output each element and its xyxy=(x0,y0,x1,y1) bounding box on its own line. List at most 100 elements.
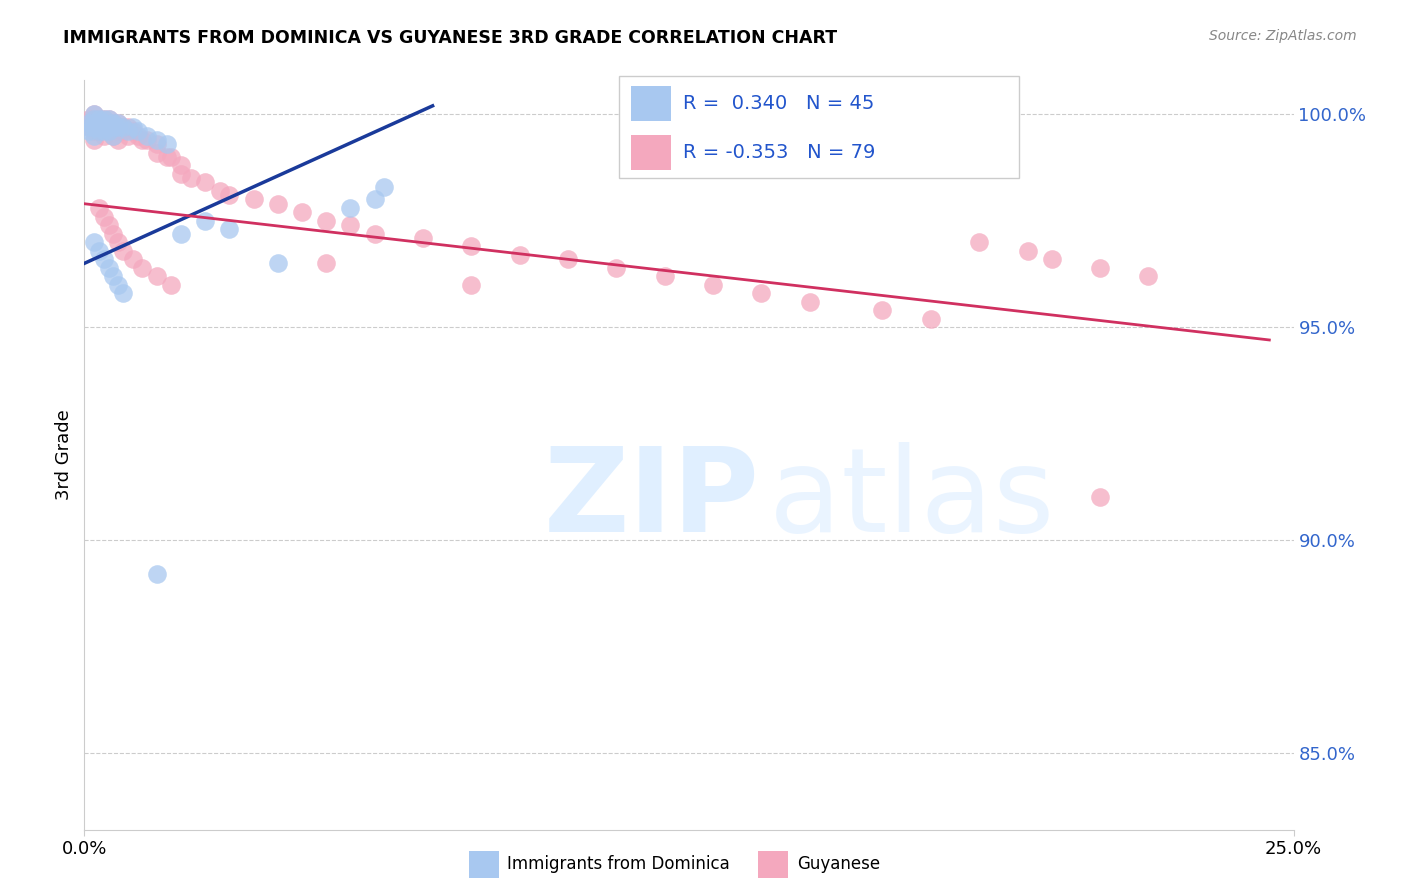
Text: atlas: atlas xyxy=(544,442,1054,558)
Point xyxy=(83,133,105,147)
Point xyxy=(363,193,385,207)
Point xyxy=(460,239,482,253)
FancyBboxPatch shape xyxy=(470,851,499,878)
Point xyxy=(83,124,105,138)
Point xyxy=(112,124,135,138)
Point xyxy=(146,137,169,152)
Point xyxy=(77,116,100,130)
Point xyxy=(315,256,337,270)
Point xyxy=(103,120,125,134)
Point xyxy=(93,116,115,130)
Point xyxy=(373,179,395,194)
Point xyxy=(83,235,105,249)
Point xyxy=(967,235,990,249)
Point xyxy=(146,269,169,284)
Point xyxy=(77,124,100,138)
Point xyxy=(751,286,773,301)
Point xyxy=(702,277,724,292)
Point xyxy=(97,120,120,134)
Point xyxy=(103,227,125,241)
Point xyxy=(93,252,115,266)
Point xyxy=(170,158,193,172)
Point xyxy=(83,112,105,126)
Point xyxy=(87,124,110,138)
FancyBboxPatch shape xyxy=(631,87,671,121)
Point xyxy=(117,128,139,143)
Point xyxy=(363,227,385,241)
Point xyxy=(160,150,183,164)
Point xyxy=(117,124,139,138)
Point xyxy=(87,124,110,138)
Point xyxy=(107,277,129,292)
FancyBboxPatch shape xyxy=(619,76,1019,178)
Point xyxy=(242,193,264,207)
FancyBboxPatch shape xyxy=(631,136,671,170)
Point xyxy=(103,269,125,284)
Point xyxy=(77,112,100,126)
Point xyxy=(103,116,125,130)
Point xyxy=(180,171,202,186)
Point xyxy=(155,150,177,164)
Point xyxy=(155,137,177,152)
Point xyxy=(97,260,120,275)
Point xyxy=(112,244,135,258)
Point xyxy=(97,218,120,232)
Point xyxy=(799,294,821,309)
Point xyxy=(83,120,105,134)
Point xyxy=(107,235,129,249)
Point xyxy=(1040,252,1063,266)
Y-axis label: 3rd Grade: 3rd Grade xyxy=(55,409,73,500)
Point xyxy=(146,133,169,147)
Point xyxy=(1088,260,1111,275)
Point xyxy=(291,205,314,219)
Point xyxy=(83,107,105,121)
Point xyxy=(103,128,125,143)
Point xyxy=(136,133,159,147)
Point xyxy=(87,116,110,130)
Point xyxy=(112,120,135,134)
Point xyxy=(87,120,110,134)
Point xyxy=(87,201,110,215)
Text: R = -0.353   N = 79: R = -0.353 N = 79 xyxy=(683,144,875,162)
Point xyxy=(509,248,531,262)
Point xyxy=(412,231,434,245)
Point xyxy=(107,116,129,130)
Point xyxy=(97,112,120,126)
Point xyxy=(77,120,100,134)
Point xyxy=(121,120,143,134)
Point xyxy=(872,303,894,318)
Point xyxy=(1137,269,1160,284)
Text: Guyanese: Guyanese xyxy=(797,855,880,873)
Point xyxy=(103,116,125,130)
Text: Immigrants from Dominica: Immigrants from Dominica xyxy=(508,855,730,873)
Point xyxy=(131,133,153,147)
Point xyxy=(87,112,110,126)
Point xyxy=(87,116,110,130)
Point xyxy=(654,269,676,284)
Point xyxy=(605,260,627,275)
Point xyxy=(218,222,240,236)
Point xyxy=(112,286,135,301)
Point xyxy=(112,120,135,134)
Point xyxy=(557,252,579,266)
FancyBboxPatch shape xyxy=(758,851,787,878)
Point xyxy=(93,128,115,143)
Text: ZIP: ZIP xyxy=(544,442,759,558)
Text: R =  0.340   N = 45: R = 0.340 N = 45 xyxy=(683,94,875,113)
Point xyxy=(103,120,125,134)
Point xyxy=(146,145,169,160)
Point xyxy=(83,112,105,126)
Point xyxy=(87,112,110,126)
Point xyxy=(77,116,100,130)
Point xyxy=(107,116,129,130)
Point xyxy=(103,128,125,143)
Point xyxy=(170,167,193,181)
Point xyxy=(93,112,115,126)
Point xyxy=(121,124,143,138)
Point xyxy=(1017,244,1039,258)
Point xyxy=(97,124,120,138)
Point xyxy=(339,201,361,215)
Point xyxy=(93,124,115,138)
Point xyxy=(339,218,361,232)
Text: IMMIGRANTS FROM DOMINICA VS GUYANESE 3RD GRADE CORRELATION CHART: IMMIGRANTS FROM DOMINICA VS GUYANESE 3RD… xyxy=(63,29,838,46)
